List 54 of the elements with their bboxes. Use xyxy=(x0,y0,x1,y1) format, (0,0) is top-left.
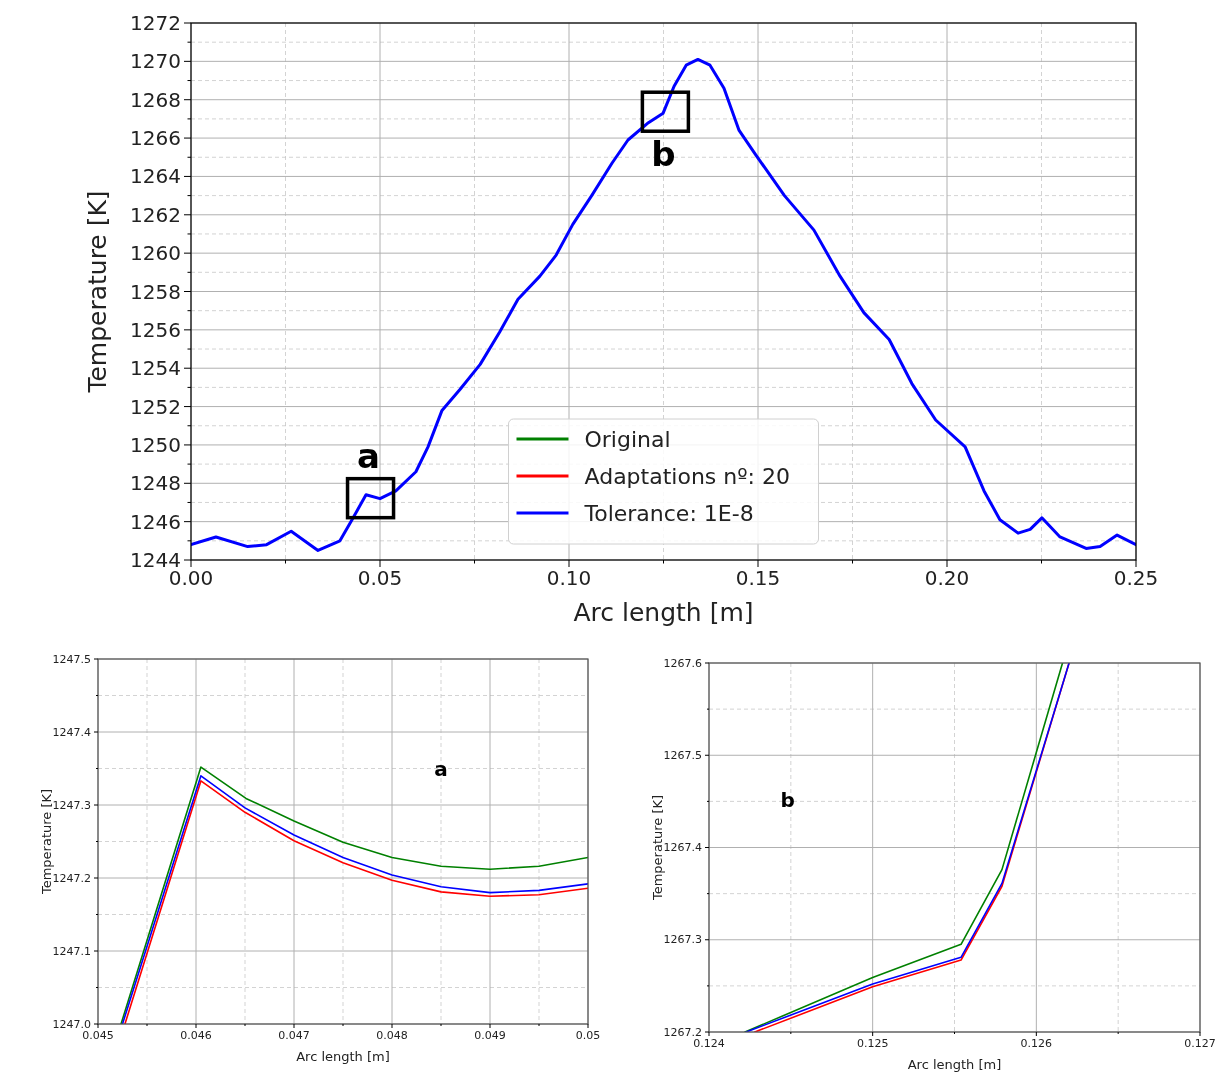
x-tick-label: 0.20 xyxy=(924,566,970,591)
y-tick-label: 1254 xyxy=(130,356,181,381)
y-tick-label: 1267.2 xyxy=(663,1025,702,1039)
y-tick-label: 1246 xyxy=(130,509,181,534)
y-axis-title: Temperature [K] xyxy=(39,788,55,896)
y-tick-label: 1267.3 xyxy=(663,933,702,947)
x-tick-label: 0.049 xyxy=(474,1029,506,1042)
y-tick-label: 1252 xyxy=(130,394,181,419)
x-tick-label: 0.05 xyxy=(357,566,403,591)
y-tick-label: 1247.2 xyxy=(52,871,91,885)
x-tick-label: 0.15 xyxy=(735,566,781,591)
legend-label: Adaptations nº: 20 xyxy=(584,463,790,489)
x-tick-label: 0.10 xyxy=(546,566,592,591)
legend-label: Tolerance: 1E-8 xyxy=(583,500,754,526)
x-tick-label: 0.124 xyxy=(693,1037,725,1050)
x-axis-title: Arc length [m] xyxy=(296,1049,390,1065)
y-tick-label: 1264 xyxy=(130,164,181,189)
y-tick-label: 1268 xyxy=(130,87,181,112)
y-tick-label: 1247.0 xyxy=(52,1017,91,1031)
y-tick-label: 1267.4 xyxy=(663,841,702,854)
y-tick-label: 1247.4 xyxy=(52,725,91,739)
y-tick-label: 1260 xyxy=(130,241,181,266)
annotation: b xyxy=(780,787,795,812)
x-tick-label: 0.127 xyxy=(1184,1037,1216,1050)
x-tick-label: 0.047 xyxy=(278,1029,310,1042)
y-tick-label: 1256 xyxy=(130,317,181,342)
x-tick-label: 0.126 xyxy=(1020,1037,1053,1050)
y-tick-label: 1247.3 xyxy=(52,798,91,812)
x-tick-label: 0.25 xyxy=(1113,566,1159,591)
x-tick-label: 0.05 xyxy=(575,1029,601,1042)
x-axis-title: Arc length [m] xyxy=(907,1057,1002,1073)
x-tick-label: 0.125 xyxy=(856,1037,889,1050)
y-tick-label: 1262 xyxy=(130,202,181,227)
annotation: a xyxy=(434,756,448,781)
y-tick-label: 1267.5 xyxy=(663,748,702,762)
annotation: b xyxy=(651,134,676,175)
x-tick-label: 0.046 xyxy=(180,1029,212,1042)
y-axis-title: Temperature [K] xyxy=(650,794,666,902)
legend-label: Original xyxy=(584,426,671,452)
x-tick-label: 0.045 xyxy=(82,1029,114,1042)
y-axis-title: Temperature [K] xyxy=(82,190,112,394)
y-tick-label: 1247.5 xyxy=(52,652,91,666)
y-tick-label: 1248 xyxy=(130,471,181,496)
line-series xyxy=(191,57,1136,552)
y-tick-label: 1250 xyxy=(130,432,181,457)
x-tick-label: 0.048 xyxy=(376,1029,408,1042)
y-tick-label: 1267.6 xyxy=(663,656,702,670)
y-tick-label: 1272 xyxy=(130,11,181,35)
y-tick-label: 1270 xyxy=(130,49,181,74)
annotation: a xyxy=(357,435,381,476)
y-tick-label: 1247.1 xyxy=(52,944,91,958)
y-tick-label: 1266 xyxy=(130,126,181,151)
x-axis-title: Arc length [m] xyxy=(573,597,754,627)
y-tick-label: 1258 xyxy=(130,279,181,304)
